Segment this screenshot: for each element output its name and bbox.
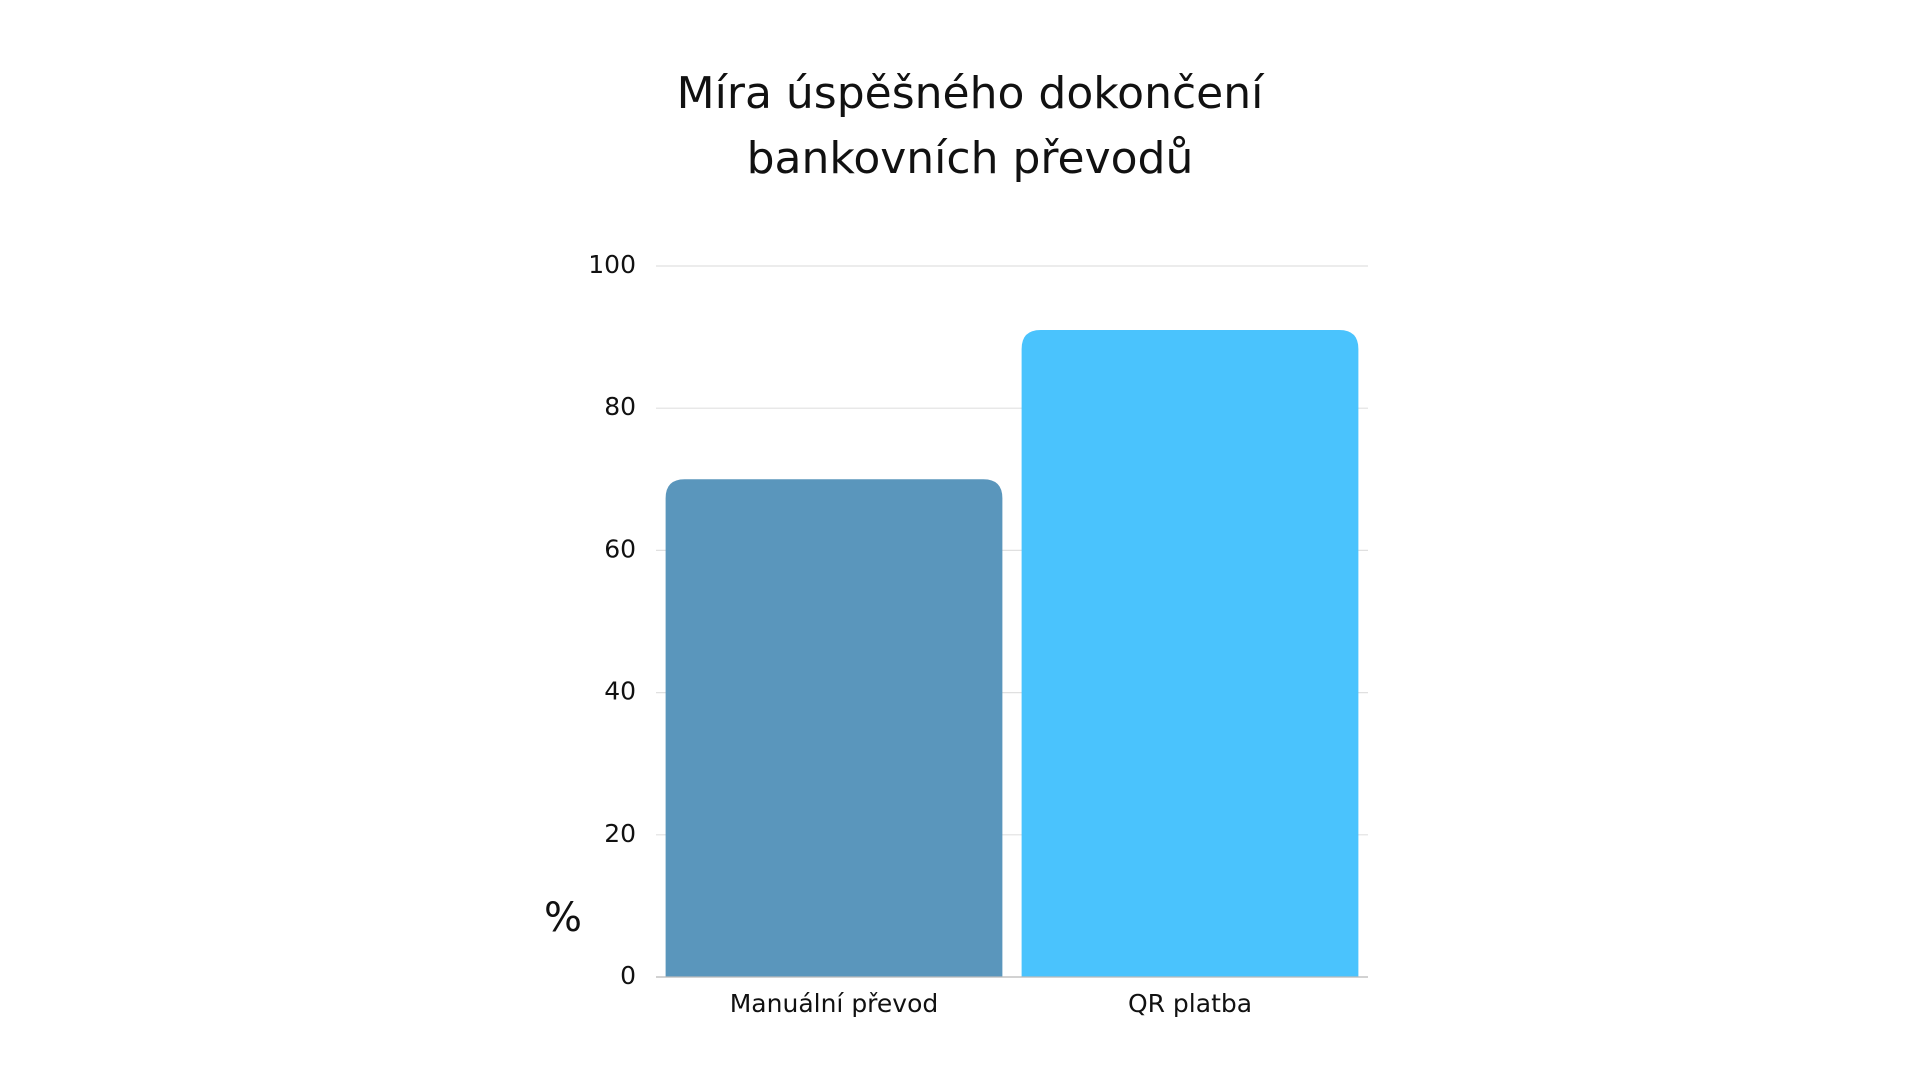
y-tick-label: 60: [604, 534, 636, 563]
y-tick-label: 100: [588, 250, 636, 279]
y-axis-label: %: [544, 895, 582, 941]
y-tick-label: 80: [604, 392, 636, 421]
y-tick-label: 40: [604, 677, 636, 706]
x-tick-label: QR platba: [1128, 989, 1252, 1018]
y-tick-label: 0: [620, 961, 636, 990]
y-tick-label: 20: [604, 819, 636, 848]
chart-title: Míra úspěšného dokončení: [677, 68, 1265, 119]
chart-title: bankovních převodů: [747, 133, 1194, 184]
bar: [665, 479, 1003, 977]
bar: [1021, 329, 1359, 977]
x-tick-label: Manuální převod: [730, 989, 939, 1018]
